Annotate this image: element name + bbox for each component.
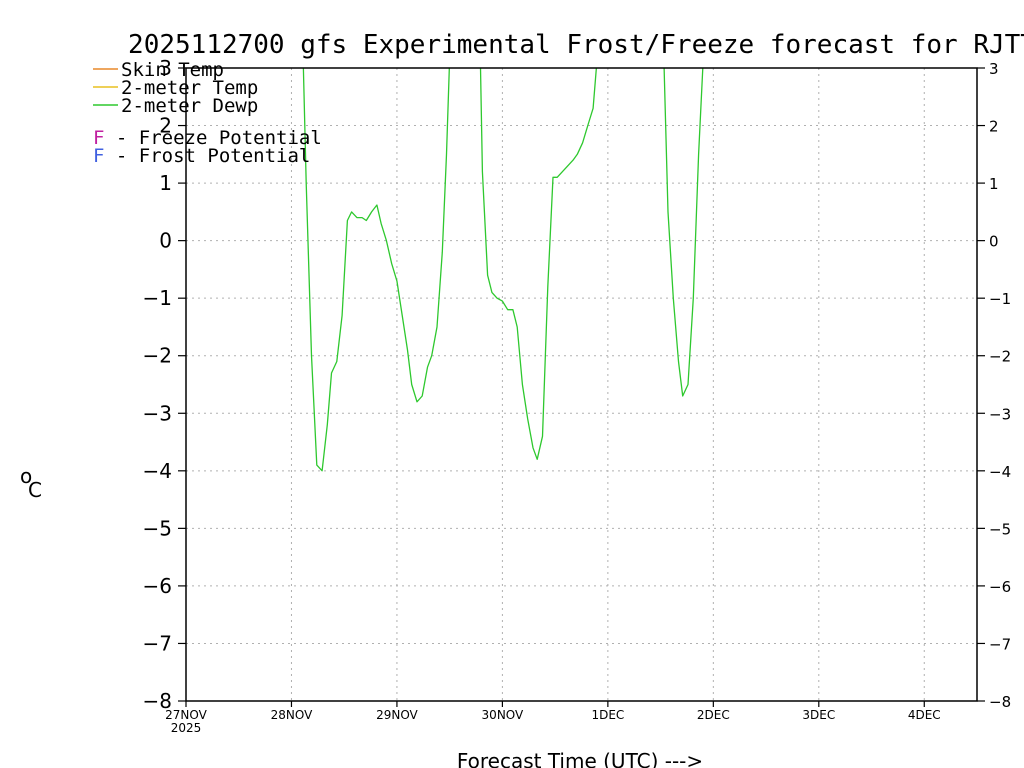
y-tick-label-right: 1	[989, 175, 999, 193]
y-tick-label-right: −2	[989, 348, 1011, 366]
y-axis-degree-sign: o	[20, 464, 32, 488]
y-axis-label: o C	[20, 464, 42, 502]
y-tick-label-right: 0	[989, 233, 999, 251]
y-tick-label-left: −1	[143, 286, 172, 310]
x-tick-label: 30NOV	[482, 708, 524, 722]
x-tick-label: 2DEC	[697, 708, 730, 722]
y-tick-label-left: −3	[143, 401, 172, 425]
x-tick-year-label: 2025	[171, 721, 202, 735]
x-tick-label: 27NOV	[165, 708, 207, 722]
potential-legend-letter: F	[93, 127, 104, 149]
y-tick-label-right: −6	[989, 578, 1011, 596]
y-tick-label-right: −5	[989, 520, 1011, 538]
x-tick-label: 3DEC	[802, 708, 835, 722]
series-line-dewpoint	[302, 68, 450, 472]
axis-ticks: −8 −8 −7 −7 −6 −6 −5 −5 −4 −4 −3 −3 −2 −2 −1 −1 0 0 1 1 2 2 3 3…	[143, 56, 1012, 735]
x-axis-label: Forecast Time (UTC) --->	[457, 749, 703, 768]
series-line-dewpoint	[479, 68, 598, 460]
y-tick-label-left: −5	[143, 516, 172, 540]
y-tick-label-left: 0	[159, 229, 172, 253]
y-axis-unit: C	[28, 478, 42, 502]
potential-legend-text: - Frost Potential	[104, 145, 310, 167]
x-tick-label: 1DEC	[591, 708, 624, 722]
chart-title: 2025112700 gfs Experimental Frost/Freeze…	[128, 30, 1024, 60]
y-tick-label-left: 3	[159, 56, 172, 80]
y-tick-label-left: 2	[159, 114, 172, 138]
y-tick-label-right: 2	[989, 118, 999, 136]
y-tick-label-right: −1	[989, 290, 1011, 308]
y-tick-label-left: 1	[159, 171, 172, 195]
series-lines	[302, 68, 704, 472]
legend-label: 2-meter Dewp	[121, 95, 258, 117]
legend-label: 2-meter Temp	[121, 77, 258, 99]
y-tick-label-left: −2	[143, 344, 172, 368]
y-tick-label-right: −8	[989, 693, 1011, 711]
series-line-dewpoint	[663, 68, 704, 397]
y-tick-label-left: −4	[143, 459, 172, 483]
potential-legend-entry: F - Freeze Potential	[93, 127, 322, 149]
potential-legend-text: - Freeze Potential	[104, 127, 321, 149]
y-tick-label-left: −6	[143, 574, 172, 598]
plot-frame	[185, 67, 978, 702]
y-tick-label-right: −3	[989, 405, 1011, 423]
y-tick-label-left: −8	[143, 689, 172, 713]
y-tick-label-right: −4	[989, 463, 1011, 481]
y-tick-label-right: −7	[989, 635, 1011, 653]
potential-legend-letter: F	[93, 145, 104, 167]
legend-label: Skin Temp	[121, 59, 224, 81]
potential-legend-entry: F - Frost Potential	[93, 145, 310, 167]
x-tick-label: 29NOV	[376, 708, 418, 722]
y-tick-label-left: −7	[143, 631, 172, 655]
y-tick-label-right: 3	[989, 60, 999, 78]
x-tick-label: 28NOV	[271, 708, 313, 722]
x-tick-label: 4DEC	[908, 708, 941, 722]
